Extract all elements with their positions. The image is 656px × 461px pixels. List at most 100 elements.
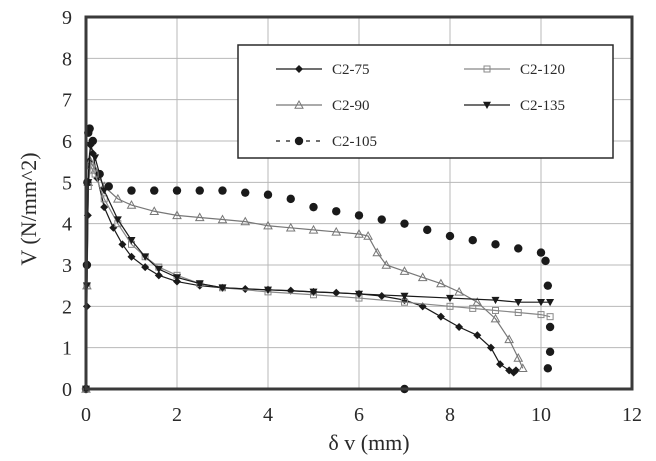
data-point	[194, 212, 205, 222]
data-point	[286, 194, 295, 204]
data-point	[504, 334, 514, 344]
data-point	[263, 220, 273, 230]
y-tick-label: 7	[62, 90, 72, 112]
data-point	[285, 222, 296, 232]
y-tick-label: 8	[62, 48, 72, 70]
data-point	[537, 299, 545, 307]
plot-frame	[84, 15, 634, 391]
series-line	[85, 144, 517, 390]
x-tick-label: 10	[531, 404, 551, 426]
data-point	[150, 186, 159, 195]
y-tick-label: 9	[62, 7, 72, 29]
data-point	[217, 214, 228, 224]
legend-label: C2-90	[332, 98, 370, 114]
data-point	[445, 231, 455, 241]
data-point	[240, 216, 251, 226]
data-point	[100, 195, 108, 203]
data-point	[355, 290, 363, 298]
data-point	[109, 223, 118, 232]
data-point	[127, 186, 136, 195]
data-point	[545, 347, 555, 356]
data-point	[91, 154, 100, 162]
data-point	[363, 231, 373, 240]
data-point	[469, 304, 477, 312]
data-point	[446, 294, 454, 303]
x-tick-label: 8	[445, 404, 455, 426]
data-point	[491, 240, 500, 249]
data-point	[399, 266, 410, 275]
data-point	[241, 188, 250, 197]
series-layer	[81, 124, 555, 394]
y-axis-title: V (N/mm^2)	[16, 152, 41, 265]
series-c2-135	[82, 141, 555, 393]
data-point	[545, 322, 555, 332]
series-c2-75	[82, 141, 520, 393]
data-point	[514, 299, 523, 307]
data-point	[264, 286, 272, 294]
data-point	[141, 253, 150, 261]
data-point	[517, 363, 528, 373]
legend-marker	[294, 136, 304, 146]
y-tick-label: 2	[62, 296, 72, 318]
y-tick-label: 3	[62, 255, 72, 277]
data-point	[127, 252, 136, 261]
data-point	[543, 364, 553, 373]
data-point	[541, 256, 550, 266]
x-tick-label: 12	[622, 404, 642, 426]
data-point	[113, 193, 123, 203]
x-tick-labels: 0 2 4 6 8 10 12	[81, 404, 642, 426]
data-point	[218, 186, 227, 195]
series-c2-105	[81, 124, 555, 394]
data-point	[354, 228, 364, 238]
data-point	[446, 302, 454, 310]
data-point	[491, 296, 500, 305]
data-point	[492, 306, 499, 314]
x-tick-label: 4	[263, 404, 273, 426]
y-tick-label: 5	[62, 172, 72, 194]
legend-item: C2-105	[276, 134, 377, 150]
data-point	[113, 216, 122, 224]
series-c2-120	[82, 162, 554, 393]
data-point	[377, 292, 386, 300]
data-point	[172, 210, 182, 220]
data-point	[195, 186, 204, 195]
legend-item: C2-75	[276, 62, 370, 78]
data-point	[472, 297, 483, 306]
y-tick-label: 1	[62, 338, 72, 360]
y-tick-label: 0	[62, 379, 72, 401]
data-point	[195, 280, 204, 288]
data-point	[436, 312, 445, 321]
data-point	[154, 271, 163, 280]
data-point	[308, 224, 319, 234]
y-tick-labels: 0 1 2 3 4 5 6 7 8 9	[62, 7, 72, 401]
legend-item: C2-90	[276, 98, 370, 114]
data-point	[118, 240, 127, 249]
data-point	[543, 281, 553, 290]
legend-label: C2-135	[520, 98, 565, 114]
data-point	[423, 225, 432, 235]
data-point	[436, 278, 446, 288]
data-point	[514, 244, 523, 253]
data-point	[511, 366, 520, 375]
data-point	[536, 248, 546, 257]
data-point	[454, 286, 464, 296]
data-point	[468, 236, 477, 245]
legend-item: C2-135	[464, 98, 565, 114]
legend-marker	[294, 99, 304, 109]
data-point	[417, 272, 428, 282]
data-point	[126, 200, 137, 209]
legend-label: C2-120	[520, 62, 565, 78]
data-point	[490, 313, 501, 323]
data-point	[173, 277, 181, 286]
x-tick-label: 2	[172, 404, 182, 426]
data-point	[372, 247, 383, 257]
series-line	[85, 144, 551, 390]
data-point	[455, 323, 464, 331]
data-point	[172, 186, 182, 195]
x-tick-label: 0	[81, 404, 91, 426]
data-point	[513, 352, 524, 362]
data-point	[377, 215, 386, 224]
data-point	[85, 124, 94, 133]
data-point	[496, 360, 505, 369]
data-point	[473, 331, 482, 340]
